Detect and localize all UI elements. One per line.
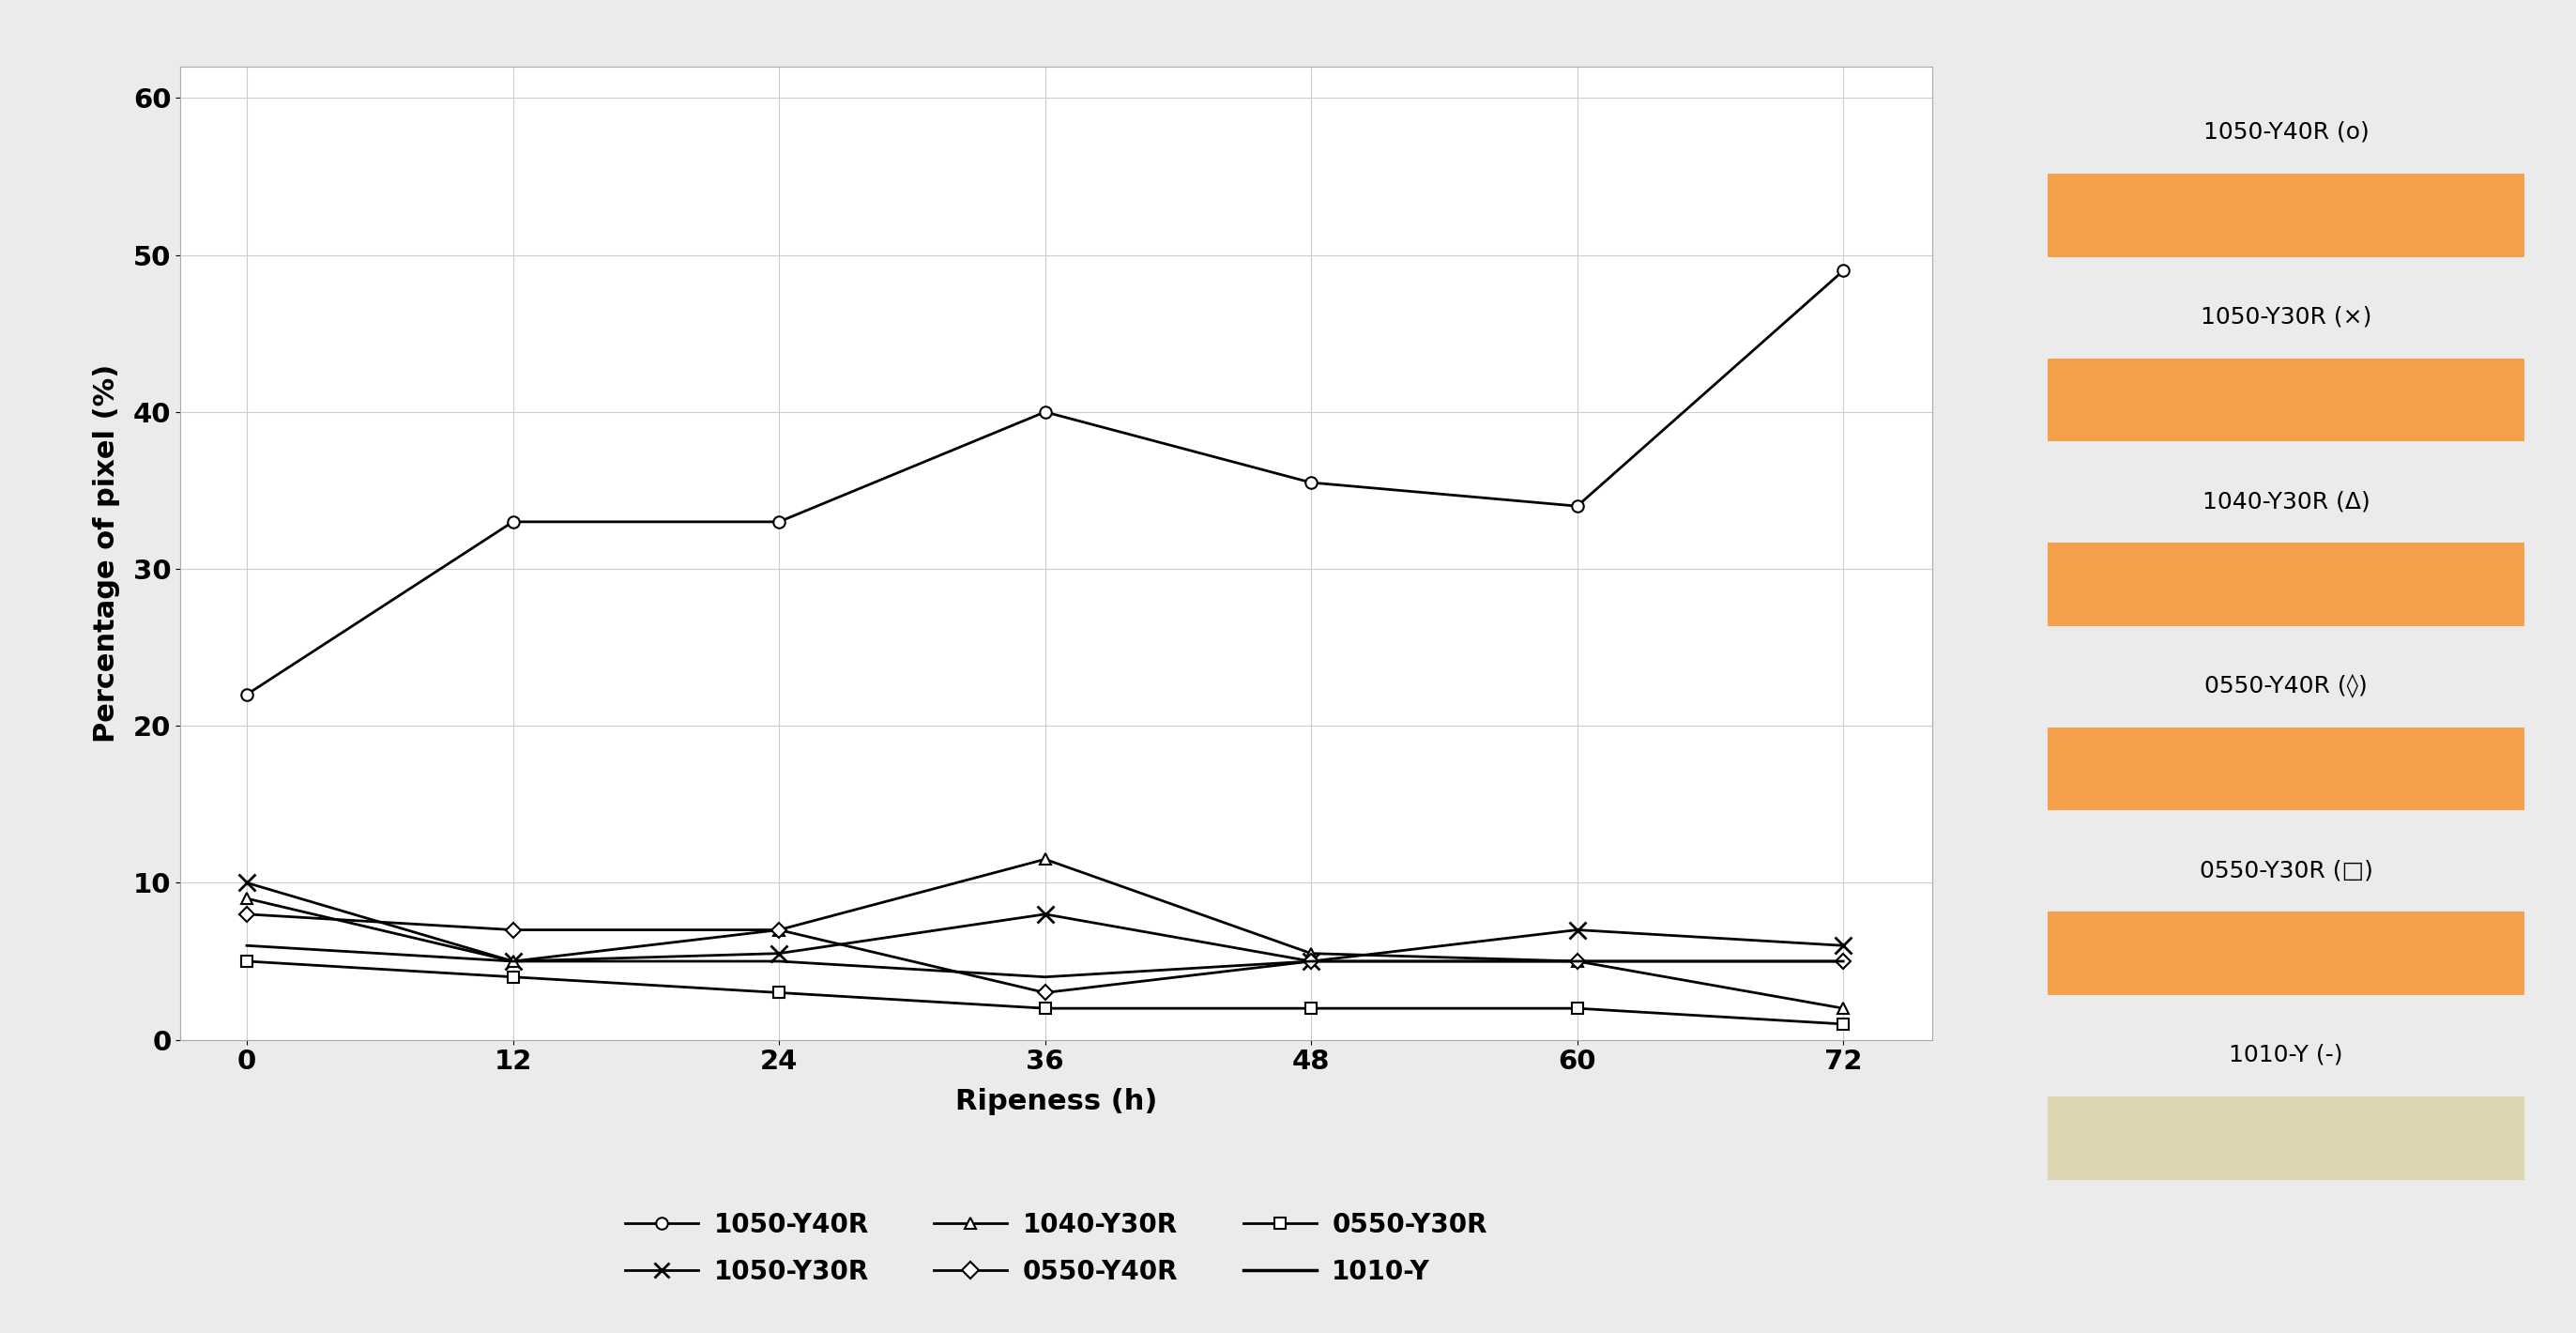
Line: 1010-Y: 1010-Y [247, 945, 1844, 977]
FancyBboxPatch shape [2048, 359, 2524, 441]
Line: 1040-Y30R: 1040-Y30R [242, 853, 1850, 1014]
Y-axis label: Percentage of pixel (%): Percentage of pixel (%) [93, 364, 121, 742]
1050-Y30R [1030, 906, 1061, 922]
Line: 1050-Y40R: 1050-Y40R [242, 265, 1850, 700]
0550-Y40R [762, 922, 793, 938]
0550-Y30R [497, 969, 528, 985]
0550-Y40R [497, 922, 528, 938]
1050-Y40R [1829, 263, 1860, 279]
0550-Y30R [762, 985, 793, 1001]
1050-Y40R [232, 686, 263, 702]
1010-Y [1829, 953, 1860, 969]
1040-Y30R [1030, 852, 1061, 868]
0550-Y40R [232, 906, 263, 922]
0550-Y30R [1829, 1016, 1860, 1032]
1050-Y40R [762, 513, 793, 529]
1050-Y30R [1296, 953, 1327, 969]
1050-Y40R [1561, 499, 1592, 515]
Text: 1050-Y40R (o): 1050-Y40R (o) [2202, 121, 2370, 144]
1010-Y [1561, 953, 1592, 969]
1050-Y30R [497, 953, 528, 969]
Text: 1010-Y (-): 1010-Y (-) [2228, 1044, 2344, 1066]
0550-Y40R [1296, 953, 1327, 969]
Line: 0550-Y40R: 0550-Y40R [242, 909, 1850, 998]
0550-Y30R [1030, 1000, 1061, 1016]
1050-Y40R [1030, 404, 1061, 420]
FancyBboxPatch shape [2048, 912, 2524, 994]
Text: 1040-Y30R (Δ): 1040-Y30R (Δ) [2202, 491, 2370, 513]
0550-Y30R [232, 953, 263, 969]
1010-Y [762, 953, 793, 969]
1050-Y30R [1829, 937, 1860, 953]
0550-Y30R [1296, 1000, 1327, 1016]
Text: 0550-Y40R (◊): 0550-Y40R (◊) [2205, 673, 2367, 698]
1050-Y40R [1296, 475, 1327, 491]
0550-Y40R [1561, 953, 1592, 969]
1050-Y30R [1561, 922, 1592, 938]
1040-Y30R [1829, 1000, 1860, 1016]
1010-Y [497, 953, 528, 969]
FancyBboxPatch shape [2048, 543, 2524, 627]
X-axis label: Ripeness (h): Ripeness (h) [956, 1088, 1157, 1116]
Line: 0550-Y30R: 0550-Y30R [242, 956, 1850, 1029]
1050-Y40R [497, 513, 528, 529]
0550-Y40R [1030, 985, 1061, 1001]
1010-Y [1030, 969, 1061, 985]
1040-Y30R [497, 953, 528, 969]
1050-Y30R [762, 945, 793, 961]
1050-Y30R [232, 874, 263, 890]
1010-Y [1296, 953, 1327, 969]
1040-Y30R [232, 890, 263, 906]
Line: 1050-Y30R: 1050-Y30R [240, 874, 1852, 969]
1040-Y30R [1561, 953, 1592, 969]
FancyBboxPatch shape [2048, 1097, 2524, 1180]
FancyBboxPatch shape [2048, 173, 2524, 257]
0550-Y30R [1561, 1000, 1592, 1016]
1040-Y30R [1296, 945, 1327, 961]
Text: 0550-Y30R (□): 0550-Y30R (□) [2200, 860, 2372, 881]
1010-Y [232, 937, 263, 953]
Legend: 1050-Y40R, 1050-Y30R, 1040-Y30R, 0550-Y40R, 0550-Y30R, 1010-Y: 1050-Y40R, 1050-Y30R, 1040-Y30R, 0550-Y4… [613, 1198, 1499, 1298]
0550-Y40R [1829, 953, 1860, 969]
Text: 1050-Y30R (×): 1050-Y30R (×) [2200, 305, 2372, 328]
1040-Y30R [762, 922, 793, 938]
FancyBboxPatch shape [2048, 728, 2524, 810]
